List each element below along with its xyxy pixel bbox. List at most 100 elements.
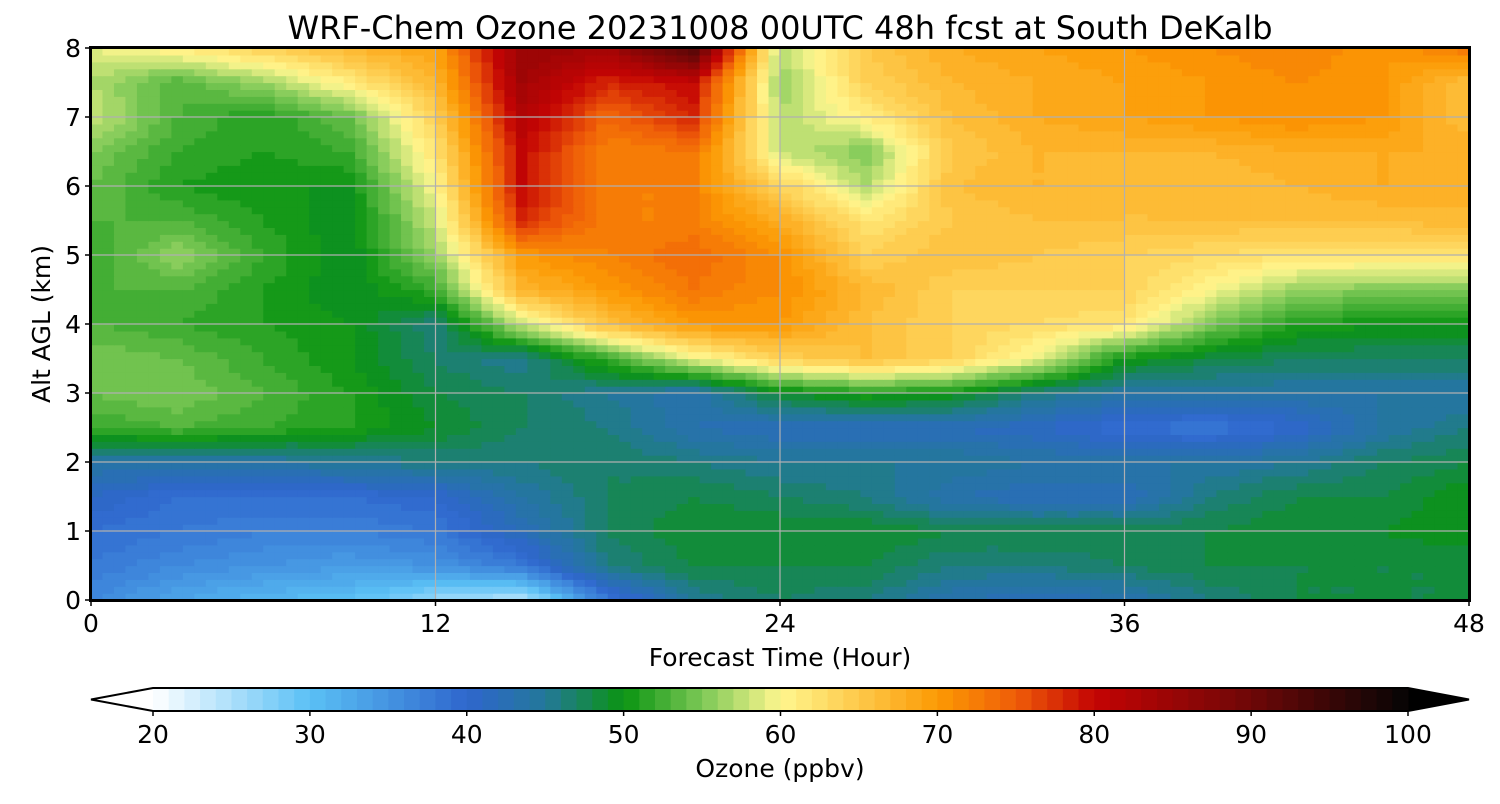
- heatmap-cell: [332, 572, 345, 580]
- heatmap-cell: [745, 475, 758, 484]
- heatmap-cell: [1078, 558, 1091, 567]
- heatmap-cell: [906, 551, 919, 560]
- heatmap-cell: [550, 524, 563, 532]
- heatmap-cell: [1446, 475, 1459, 484]
- heatmap-cell: [125, 393, 138, 401]
- heatmap-cell: [883, 586, 896, 594]
- heatmap-cell: [940, 496, 953, 504]
- heatmap-cell: [366, 441, 379, 449]
- heatmap-cell: [653, 462, 666, 470]
- heatmap-cell: [424, 468, 437, 477]
- heatmap-cell: [998, 413, 1011, 422]
- heatmap-cell: [711, 344, 724, 353]
- heatmap-cell: [274, 455, 287, 463]
- heatmap-cell: [1204, 399, 1217, 408]
- heatmap-cell: [906, 593, 919, 601]
- heatmap-cell: [1354, 551, 1367, 560]
- heatmap-cell: [1296, 399, 1309, 408]
- heatmap-cell: [217, 544, 230, 553]
- heatmap-cell: [1009, 489, 1022, 498]
- heatmap-cell: [251, 510, 264, 518]
- heatmap-cell: [274, 310, 287, 318]
- heatmap-cell: [389, 399, 402, 408]
- heatmap-cell: [1158, 475, 1172, 484]
- heatmap-cell: [734, 544, 747, 553]
- heatmap-cell: [515, 317, 528, 325]
- heatmap-cell: [688, 317, 701, 325]
- heatmap-cell: [1101, 434, 1114, 442]
- heatmap-cell: [412, 358, 425, 366]
- heatmap-cell: [263, 475, 276, 484]
- heatmap-cell: [297, 386, 310, 394]
- heatmap-cell: [1147, 420, 1160, 429]
- heatmap-cell: [1262, 455, 1275, 463]
- heatmap-cell: [136, 565, 150, 573]
- heatmap-cell: [665, 420, 678, 429]
- heatmap-cell: [906, 330, 919, 339]
- heatmap-cell: [573, 379, 586, 387]
- heatmap-cell: [1009, 351, 1022, 360]
- heatmap-cell: [975, 489, 988, 498]
- heatmap-cell: [894, 427, 907, 435]
- heatmap-cell: [940, 565, 953, 573]
- heatmap-cell: [894, 579, 907, 587]
- heatmap-cell: [355, 427, 368, 435]
- heatmap-cell: [688, 358, 701, 366]
- heatmap-cell: [263, 593, 276, 601]
- heatmap-cell: [573, 537, 586, 546]
- heatmap-cell: [791, 565, 804, 573]
- heatmap-cell: [274, 593, 287, 601]
- heatmap-cell: [1204, 420, 1217, 429]
- heatmap-cell: [906, 358, 919, 366]
- heatmap-cell: [1354, 593, 1367, 601]
- heatmap-cell: [1423, 413, 1436, 422]
- heatmap-cell: [286, 427, 299, 435]
- heatmap-cell: [182, 551, 195, 560]
- heatmap-cell: [251, 565, 264, 573]
- heatmap-cell: [986, 351, 999, 360]
- heatmap-cell: [1250, 475, 1263, 484]
- heatmap-cell: [929, 468, 942, 477]
- heatmap-cell: [791, 593, 804, 601]
- heatmap-cell: [194, 317, 207, 325]
- heatmap-cell: [940, 510, 953, 518]
- heatmap-cell: [607, 503, 620, 511]
- heatmap-cell: [515, 510, 528, 518]
- heatmap-cell: [492, 475, 505, 484]
- heatmap-cell: [297, 462, 310, 470]
- heatmap-cell: [102, 551, 115, 560]
- heatmap-cell: [171, 413, 184, 422]
- heatmap-cell: [653, 537, 666, 546]
- heatmap-cell: [573, 317, 586, 325]
- heatmap-cell: [757, 393, 770, 401]
- heatmap-cell: [596, 455, 609, 463]
- heatmap-cell: [171, 517, 184, 525]
- heatmap-cell: [630, 496, 643, 504]
- heatmap-cell: [148, 386, 161, 394]
- heatmap-cell: [561, 344, 574, 353]
- heatmap-cell: [355, 344, 368, 353]
- heatmap-cell: [699, 558, 712, 567]
- heatmap-cell: [1009, 330, 1022, 339]
- heatmap-cell: [355, 558, 368, 567]
- heatmap-cell: [573, 462, 586, 470]
- heatmap-cell: [469, 310, 483, 318]
- heatmap-cell: [435, 358, 448, 366]
- heatmap-cell: [768, 551, 781, 560]
- heatmap-cell: [527, 586, 540, 594]
- heatmap-cell: [159, 551, 172, 560]
- heatmap-cell: [355, 462, 368, 470]
- heatmap-cell: [917, 482, 930, 491]
- heatmap-cell: [883, 351, 896, 360]
- heatmap-cell: [343, 448, 356, 456]
- heatmap-cell: [1078, 337, 1091, 346]
- heatmap-cell: [584, 565, 597, 573]
- heatmap-cell: [240, 489, 253, 498]
- heatmap-cell: [366, 482, 379, 491]
- heatmap-cell: [802, 531, 816, 539]
- heatmap-cell: [1262, 434, 1275, 442]
- heatmap-cell: [722, 593, 735, 601]
- heatmap-cell: [883, 420, 896, 429]
- heatmap-cell: [251, 455, 264, 463]
- heatmap-cell: [883, 434, 896, 442]
